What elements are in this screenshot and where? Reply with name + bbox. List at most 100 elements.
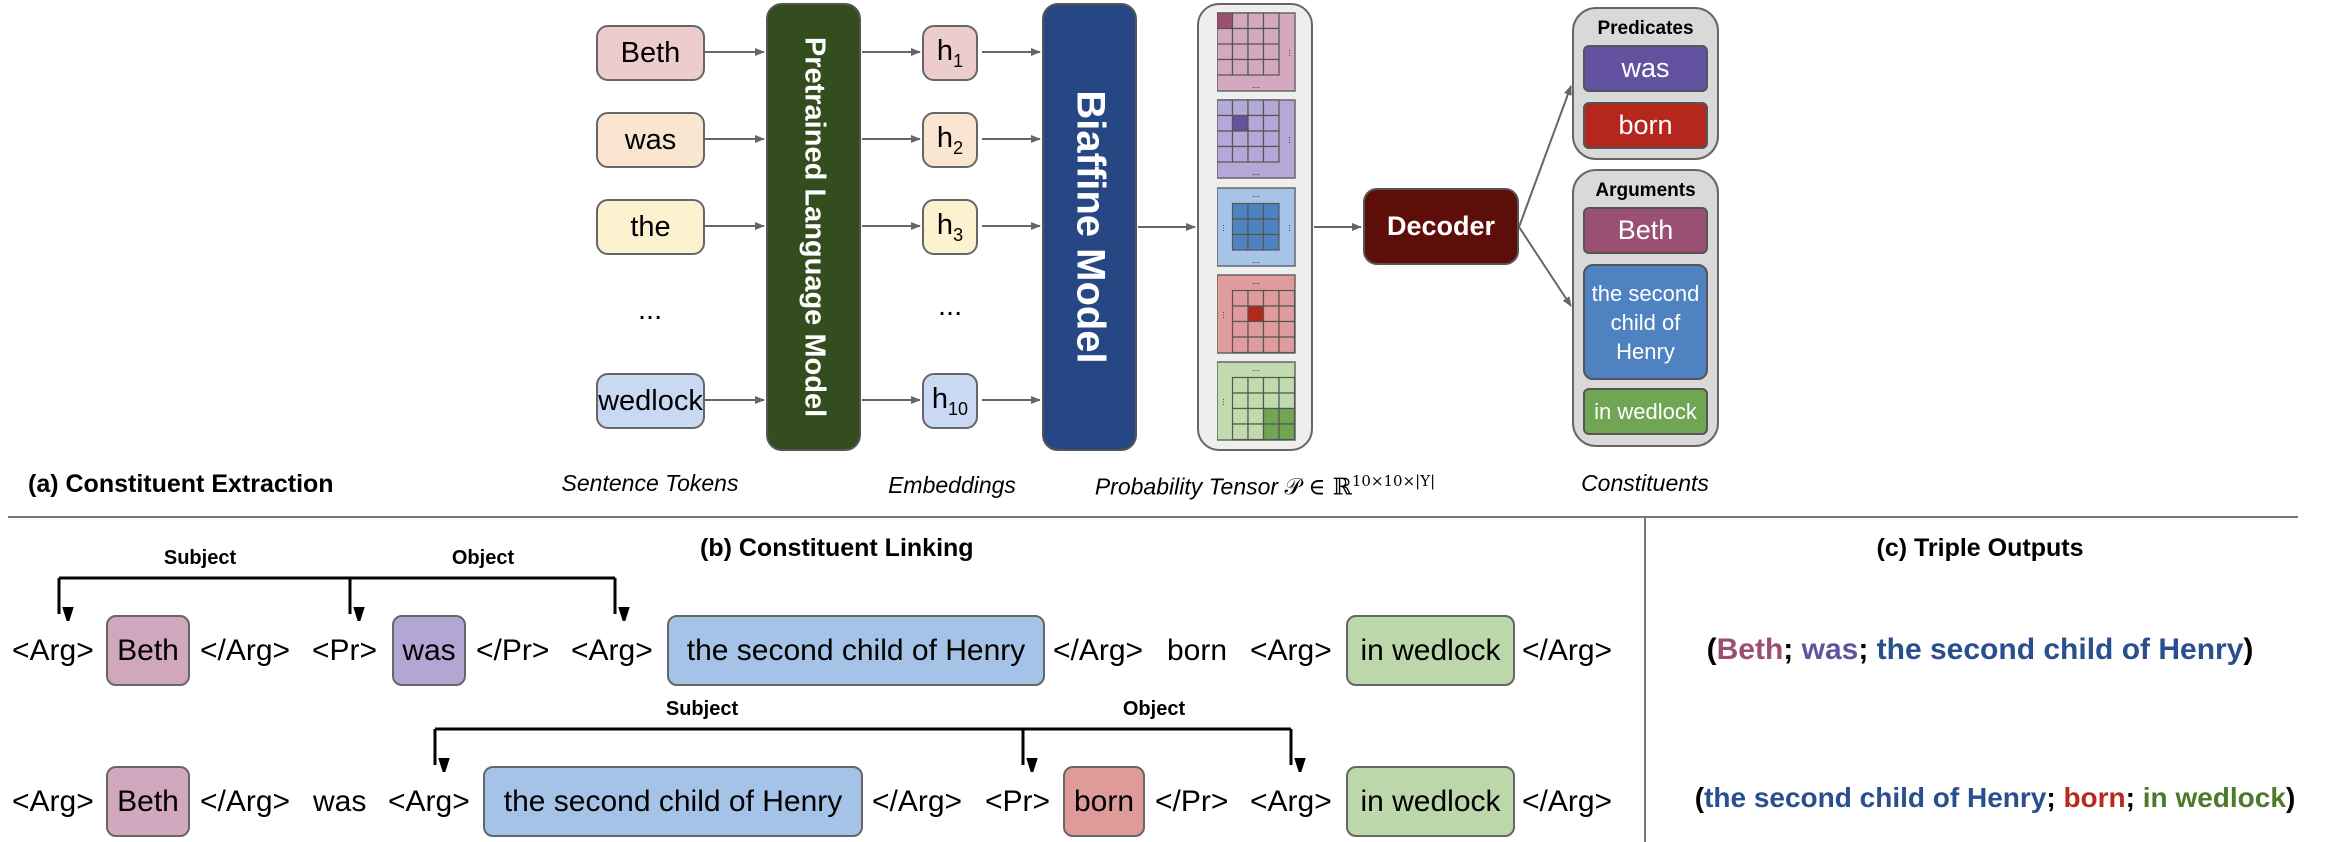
embedding-base: h	[931, 382, 949, 415]
triple-paren: )	[2285, 782, 2296, 813]
embedding-text: h2	[937, 122, 963, 159]
tensor-cell	[1217, 114, 1234, 132]
word: </Arg>	[200, 785, 291, 818]
tensor-cell	[1247, 99, 1265, 117]
tensor-cell	[1231, 99, 1249, 117]
tensor-cell	[1231, 289, 1249, 307]
highlighted-predicate: born	[1063, 766, 1145, 837]
probability-tensor-grids: ....................................	[1217, 12, 1297, 441]
token-box: Beth	[596, 25, 705, 81]
tensor-cell	[1231, 305, 1249, 323]
word: <Arg>	[1250, 634, 1332, 667]
arrow	[1518, 226, 1572, 307]
tensor-cell	[1231, 407, 1249, 425]
word: <Pr>	[312, 634, 378, 667]
word: </Pr>	[1155, 785, 1229, 818]
caption-constituents: Constituents	[1581, 470, 1709, 496]
triple-separator: ;	[2046, 782, 2064, 813]
embedding-box: h2	[922, 112, 978, 168]
tensor-ellipsis: ...	[1252, 80, 1260, 90]
tensor-cell	[1262, 407, 1280, 425]
tensor-cell	[1231, 218, 1249, 236]
tensor-caption-text: Probability Tensor	[1094, 473, 1279, 500]
tensor-ellipsis: ...	[1252, 189, 1260, 199]
triple-object: in wedlock	[2142, 782, 2286, 813]
tensor-ellipsis: ...	[1287, 49, 1297, 57]
subject-label: Subject	[665, 698, 739, 720]
tensor-cell	[1247, 376, 1265, 394]
tensor-cell	[1247, 43, 1265, 61]
tensor-cell	[1231, 233, 1249, 251]
tensor-cell	[1247, 145, 1265, 163]
embedding-box: h1	[922, 25, 978, 81]
highlighted-predicate: was	[392, 615, 466, 686]
tensor-cell	[1262, 289, 1280, 307]
word: <Arg>	[571, 634, 653, 667]
triple-output: (Beth; was; the second child of Henry)	[1707, 633, 2254, 667]
pretrained-language-model-block: Pretrained Language Model	[766, 3, 861, 451]
tensor-ellipsis: ...	[1221, 224, 1231, 232]
tensor-cell	[1217, 58, 1234, 76]
tensor-cell	[1278, 336, 1296, 354]
tensor-cell	[1247, 12, 1265, 30]
word: </Arg>	[1522, 634, 1613, 667]
tensor-cell	[1247, 233, 1265, 251]
tensor-cell	[1262, 423, 1280, 441]
triple-predicate: born	[2063, 782, 2126, 813]
tensor-cell	[1217, 145, 1234, 163]
tensor-cell	[1231, 27, 1249, 45]
tensor-cell	[1231, 202, 1249, 220]
section-b-label: (b) Constituent Linking	[700, 534, 974, 562]
predicate-text: was	[1621, 53, 1670, 83]
tensor-cell	[1262, 305, 1280, 323]
tensor-cell	[1262, 12, 1280, 30]
tensor-cell	[1231, 130, 1249, 148]
biaffine-label: Biaffine Model	[1068, 90, 1112, 364]
embedding-text: h3	[937, 209, 963, 246]
word: <Arg>	[12, 785, 94, 818]
tensor-cell	[1262, 233, 1280, 251]
argument-text: Beth	[1617, 215, 1674, 245]
tensor-ellipsis: ...	[1221, 311, 1231, 319]
highlighted-argument: Beth	[106, 615, 190, 686]
highlighted-argument: the second child of Henry	[667, 615, 1045, 686]
caption-sentence-tokens: Sentence Tokens	[561, 470, 739, 496]
tensor-cell	[1217, 99, 1234, 117]
arguments-panel: Arguments Beth the second child of Henry…	[1572, 169, 1719, 447]
tensor-cell	[1217, 27, 1234, 45]
tensor-ellipsis: ...	[1287, 224, 1297, 232]
token-box: wedlock	[596, 373, 705, 429]
tensor-cell	[1217, 130, 1234, 148]
triple-predicate: was	[1801, 633, 1859, 666]
embedding-sub: 2	[953, 137, 964, 158]
predicate-box: born	[1583, 102, 1708, 149]
tensor-ellipsis: ...	[1221, 398, 1231, 406]
tensor-cell	[1247, 392, 1265, 410]
tensor-cell	[1231, 423, 1249, 441]
tensor-ellipsis: ...	[1252, 255, 1260, 265]
predicates-title: Predicates	[1597, 18, 1694, 39]
token-text: Beth	[620, 36, 681, 69]
triple-output: (the second child of Henry; born; in wed…	[1695, 782, 2296, 814]
tensor-cell	[1262, 202, 1280, 220]
predicates-panel: Predicates was born	[1572, 7, 1719, 160]
argument-box: in wedlock	[1583, 388, 1708, 435]
word: <Arg>	[1250, 785, 1332, 818]
decoder-label: Decoder	[1386, 211, 1496, 241]
embedding-text: h1	[937, 35, 963, 72]
tensor-cell	[1231, 392, 1249, 410]
embedding-box: h3	[922, 199, 978, 255]
tensor-cell	[1231, 376, 1249, 394]
tensor-cell	[1278, 392, 1296, 410]
word: </Arg>	[872, 785, 963, 818]
word: born	[1167, 634, 1228, 667]
highlighted-argument: Beth	[106, 766, 190, 837]
triple-subject: Beth	[1716, 633, 1784, 666]
predicate-text: born	[1618, 110, 1673, 140]
tensor-cell	[1231, 114, 1249, 132]
token-ellipsis: ...	[638, 294, 663, 326]
tensor-ellipsis: ...	[1252, 167, 1260, 177]
tensor-cell	[1231, 336, 1249, 354]
tensor-ellipsis: ...	[1287, 136, 1297, 144]
tensor-cell	[1247, 27, 1265, 45]
